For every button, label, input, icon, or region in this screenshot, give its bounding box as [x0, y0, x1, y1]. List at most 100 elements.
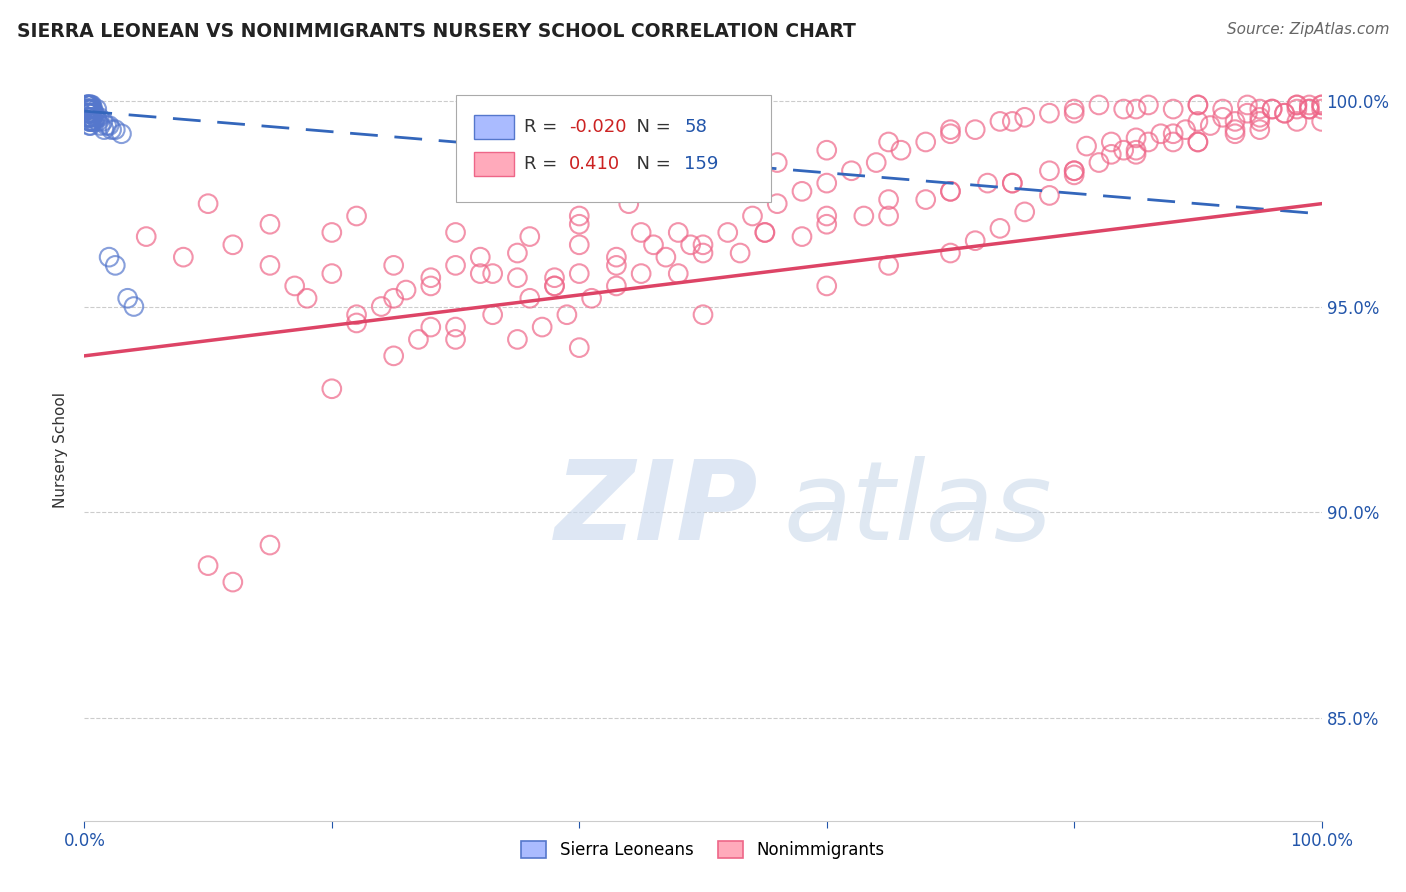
Point: [692, 246, 714, 260]
Point: [965, 122, 987, 136]
Point: [321, 267, 343, 281]
Point: [506, 333, 529, 347]
Point: [419, 279, 441, 293]
Point: [1187, 114, 1209, 128]
Point: [1038, 106, 1060, 120]
Point: [1199, 119, 1222, 133]
Point: [76, 98, 98, 112]
Text: SIERRA LEONEAN VS NONIMMIGRANTS NURSERY SCHOOL CORRELATION CHART: SIERRA LEONEAN VS NONIMMIGRANTS NURSERY …: [17, 22, 856, 41]
Point: [666, 185, 689, 199]
Point: [1112, 102, 1135, 116]
Y-axis label: Nursery School: Nursery School: [53, 392, 69, 508]
Point: [914, 193, 936, 207]
Point: [630, 267, 652, 281]
Point: [766, 155, 789, 169]
Point: [914, 135, 936, 149]
Point: [790, 229, 813, 244]
Point: [1150, 127, 1173, 141]
Point: [83, 106, 105, 120]
Point: [82, 102, 104, 116]
Point: [222, 237, 245, 252]
Point: [1249, 114, 1271, 128]
Point: [222, 575, 245, 590]
Point: [79, 106, 101, 120]
Point: [79, 102, 101, 116]
Point: [1285, 102, 1308, 116]
Point: [93, 122, 115, 136]
Point: [82, 114, 104, 128]
Point: [965, 234, 987, 248]
Point: [259, 217, 281, 231]
Text: N =: N =: [626, 155, 676, 173]
Point: [531, 320, 554, 334]
Text: 159: 159: [685, 155, 718, 173]
Point: [568, 237, 591, 252]
Point: [568, 217, 591, 231]
Point: [1125, 143, 1147, 157]
Point: [1249, 122, 1271, 136]
Point: [77, 106, 100, 120]
Point: [666, 226, 689, 240]
Point: [1099, 147, 1122, 161]
Point: [543, 279, 565, 293]
Point: [939, 185, 962, 199]
Point: [643, 237, 665, 252]
Point: [1187, 98, 1209, 112]
Point: [77, 110, 100, 124]
Point: [89, 110, 111, 124]
Point: [1236, 106, 1258, 120]
Point: [79, 106, 101, 120]
Point: [382, 291, 405, 305]
Point: [555, 308, 578, 322]
Point: [79, 102, 101, 116]
Point: [1187, 98, 1209, 112]
Point: [79, 119, 101, 133]
Point: [717, 168, 740, 182]
Point: [481, 308, 503, 322]
Text: N =: N =: [626, 118, 676, 136]
Point: [1099, 135, 1122, 149]
Text: R =: R =: [523, 155, 562, 173]
Point: [1001, 176, 1024, 190]
Point: [444, 259, 467, 273]
Point: [77, 102, 100, 116]
Point: [1014, 205, 1036, 219]
Point: [84, 110, 107, 124]
Point: [444, 320, 467, 334]
Point: [259, 259, 281, 273]
Point: [98, 119, 121, 133]
Point: [346, 316, 368, 330]
Point: [1249, 110, 1271, 124]
Point: [80, 102, 103, 116]
Point: [1125, 131, 1147, 145]
Point: [80, 98, 103, 112]
Point: [1261, 102, 1284, 116]
Point: [1063, 106, 1085, 120]
Point: [568, 209, 591, 223]
Point: [89, 119, 111, 133]
Point: [1063, 168, 1085, 182]
Point: [104, 122, 127, 136]
Point: [692, 237, 714, 252]
Point: [1001, 176, 1024, 190]
Point: [1223, 127, 1246, 141]
Point: [605, 279, 627, 293]
Point: [259, 538, 281, 552]
Point: [865, 155, 887, 169]
Point: [1261, 102, 1284, 116]
Point: [1285, 98, 1308, 112]
Point: [1161, 135, 1184, 149]
Point: [117, 291, 139, 305]
Point: [77, 102, 100, 116]
Point: [370, 300, 392, 314]
Point: [79, 106, 101, 120]
Point: [1112, 143, 1135, 157]
Point: [939, 185, 962, 199]
FancyBboxPatch shape: [474, 153, 513, 176]
Point: [988, 114, 1011, 128]
Point: [80, 114, 103, 128]
Point: [83, 114, 105, 128]
Point: [766, 196, 789, 211]
Point: [877, 259, 900, 273]
Point: [86, 102, 108, 116]
